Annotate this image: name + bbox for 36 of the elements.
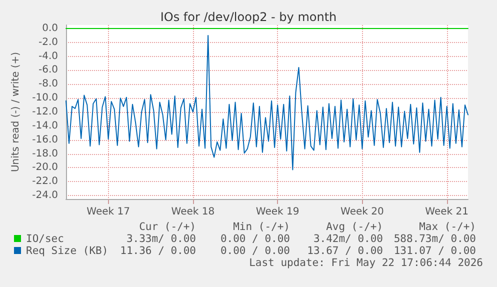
text: 588.73m/ 0.00	[394, 233, 476, 245]
text: Avg (-/+)	[326, 221, 383, 233]
y-tick-label: -20.0	[32, 162, 58, 174]
text: 13.67 / 0.00	[307, 245, 383, 257]
y-tick-label: -4.0	[38, 50, 58, 62]
legend-label: IO/sec	[26, 233, 64, 245]
y-axis-title: Units read (-) / write (+)	[10, 52, 22, 172]
y-tick-label: -2.0	[38, 36, 58, 48]
y-tick-label: -24.0	[32, 190, 58, 202]
y-tick-label: -10.0	[32, 92, 58, 104]
text: 131.07 / 0.00	[394, 245, 476, 257]
y-tick-label: -6.0	[38, 64, 58, 76]
y-tick-label: 0.0	[42, 22, 58, 34]
text: Max (-/+)	[419, 221, 476, 233]
x-tick-label: Week 21	[425, 206, 468, 218]
text: Last update: Fri May 22 17:06:44 2026	[249, 257, 483, 269]
chart-title: IOs for /dev/loop2 - by month	[160, 10, 337, 24]
line-series	[66, 34, 468, 170]
y-tick-label: -22.0	[32, 176, 58, 188]
x-tick-label: Week 17	[86, 206, 130, 218]
x-tick-label: Week 19	[256, 206, 300, 218]
text: 0.00 / 0.00	[220, 233, 290, 245]
text: Min (-/+)	[233, 221, 290, 233]
text: 11.36 / 0.00	[120, 245, 196, 257]
text: 3.42m/ 0.00	[313, 233, 383, 245]
x-tick-label: Week 18	[171, 206, 215, 218]
y-tick-label: -12.0	[32, 106, 58, 118]
y-tick-label: -8.0	[38, 78, 58, 90]
y-tick-label: -14.0	[32, 120, 58, 132]
text: 0.00 / 0.00	[220, 245, 290, 257]
text: Cur (-/+)	[139, 221, 196, 233]
y-tick-label: -18.0	[32, 148, 58, 160]
text: 3.33m/ 0.00	[126, 233, 196, 245]
legend-label: Req Size (KB)	[26, 245, 108, 257]
y-tick-label: -16.0	[32, 134, 58, 146]
x-tick-label: Week 20	[340, 206, 384, 218]
